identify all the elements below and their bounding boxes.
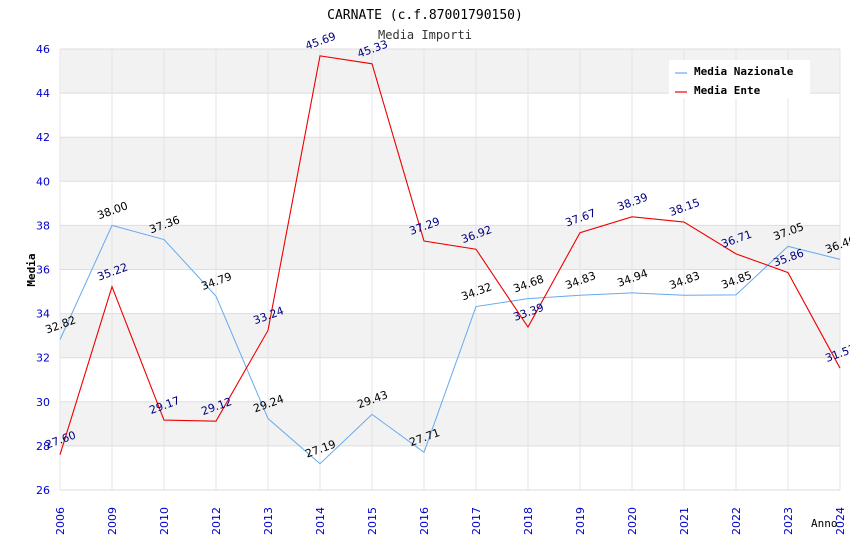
x-tick-label: 2016 [418,507,431,535]
series-line-media-nazionale [59,224,841,465]
x-axis-ticks: 2006 2009 2010 2012 2013 2014 2015 2016 2017 2018… [54,507,847,535]
x-tick-label: 2009 [106,507,119,535]
grid-band [60,225,840,270]
chart-subtitle: Media Importi [378,28,472,42]
grid-band [60,401,840,446]
legend-label-media-nazionale: Media Nazionale [694,65,794,78]
y-tick-label: 30 [36,396,50,409]
x-tick-label: 2019 [574,507,587,535]
x-tick-label: 2020 [626,507,639,535]
x-tick-label: 2024 [834,507,847,535]
y-tick-label: 40 [36,175,50,188]
series-lines [59,55,841,465]
x-tick-label: 2015 [366,507,379,535]
y-tick-label: 26 [36,484,50,497]
x-tick-label: 2012 [210,507,223,535]
y-axis-label: Media [25,253,38,286]
x-tick-label: 2013 [262,507,275,535]
legend: Media Nazionale Media Ente [669,60,810,98]
grid-band [60,313,840,358]
y-tick-label: 28 [36,440,50,453]
y-tick-label: 34 [36,308,50,321]
grid-band [60,137,840,182]
x-axis-label: Anno [811,517,838,530]
y-tick-label: 46 [36,43,50,56]
y-tick-label: 32 [36,352,50,365]
legend-label-media-ente: Media Ente [694,84,761,97]
series-line-media-ente [59,55,841,455]
y-tick-label: 36 [36,264,50,277]
x-tick-label: 2023 [782,507,795,535]
x-tick-label: 2006 [54,507,67,535]
chart-title: CARNATE (c.f.87001790150) [327,8,523,23]
y-tick-label: 38 [36,219,50,232]
x-tick-label: 2022 [730,507,743,535]
legend-box [669,60,810,98]
gridlines [59,48,841,491]
y-axis-ticks: 26 28 30 32 34 36 38 40 42 44 46 [36,43,50,497]
x-tick-label: 2010 [158,507,171,535]
y-tick-label: 42 [36,131,50,144]
y-tick-label: 44 [36,87,50,100]
x-tick-label: 2014 [314,507,327,535]
x-tick-label: 2018 [522,507,535,535]
x-tick-label: 2021 [678,507,691,535]
x-tick-label: 2017 [470,507,483,535]
